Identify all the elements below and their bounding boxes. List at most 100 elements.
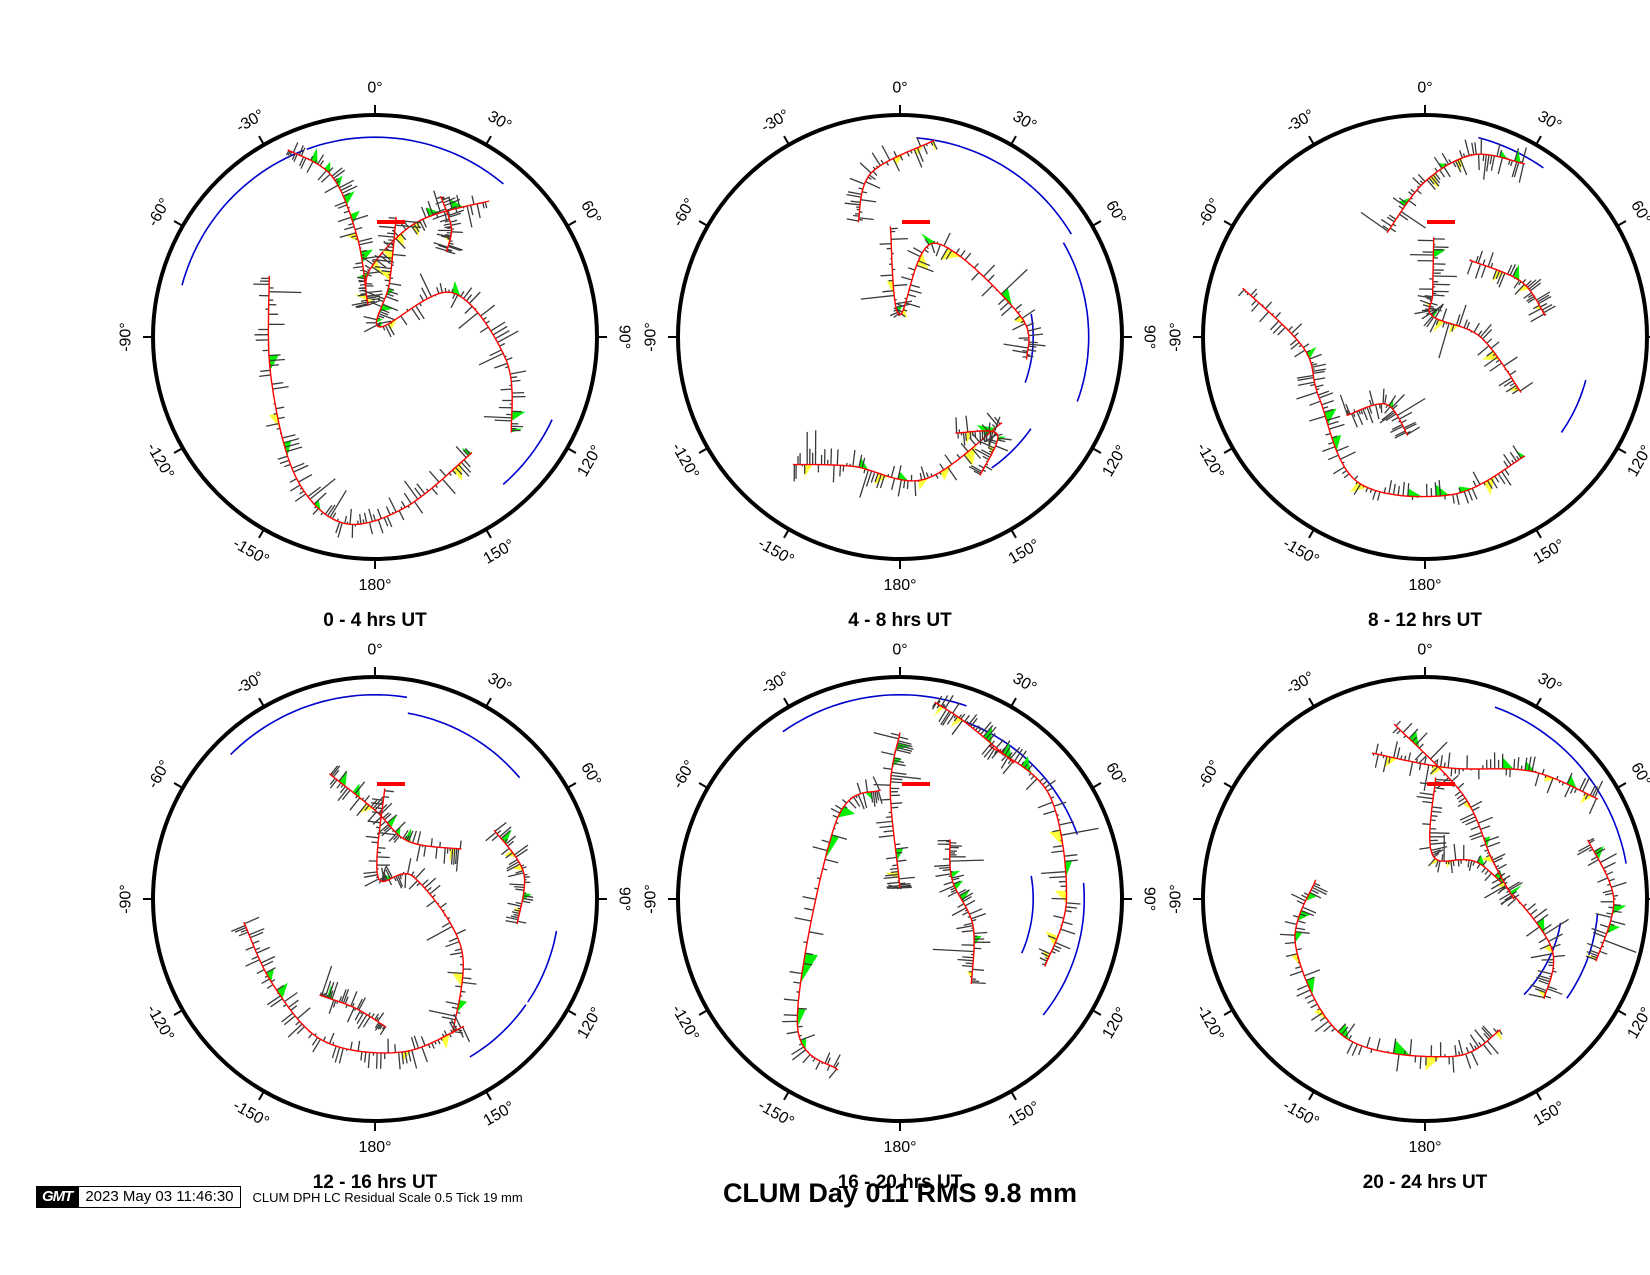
residual-stick: [1457, 859, 1460, 867]
panel-title-0: 0 - 4 hrs UT: [323, 610, 427, 631]
polar-panel-0: 0°30°60°90°120°150°180°-150°-120°-90°-60…: [118, 80, 633, 594]
residual-stick: [1378, 403, 1381, 409]
residual-stick: [433, 241, 449, 248]
azimuth-label: 60°: [1102, 198, 1129, 227]
residual-stick: [1327, 420, 1339, 426]
azimuth-label: -60°: [1195, 758, 1225, 792]
low-elevation-arc: [1020, 875, 1035, 954]
residual-stick: [1459, 813, 1475, 821]
residual-fill: [1021, 756, 1031, 774]
residual-stick: [411, 1050, 418, 1069]
residual-stick: [897, 740, 912, 745]
residual-stick: [1042, 780, 1048, 786]
residual-stick: [932, 702, 936, 708]
azimuth-label: 30°: [1535, 108, 1564, 135]
residual-stick: [1392, 197, 1406, 207]
residual-stick: [296, 1026, 305, 1035]
residual-stick: [1509, 264, 1516, 276]
residual-stick: [1326, 415, 1341, 422]
low-elevation-arc: [991, 428, 1032, 469]
residual-stick: [930, 243, 936, 254]
residual-stick: [515, 869, 524, 874]
residual-fill: [1483, 836, 1491, 848]
residual-stick: [986, 439, 997, 445]
residual-stick: [392, 253, 406, 257]
residual-stick: [320, 965, 333, 997]
residual-stick: [934, 864, 951, 867]
residual-stick: [965, 962, 974, 965]
residual-stick: [1588, 839, 1595, 844]
residual-stick: [426, 925, 453, 941]
residual-stick: [309, 478, 336, 500]
residual-stick: [1396, 747, 1401, 759]
residual-stick: [306, 161, 314, 173]
residual-stick: [896, 744, 914, 750]
residual-stick: [402, 830, 409, 839]
residual-stick: [1417, 294, 1433, 299]
residual-stick: [1356, 411, 1364, 426]
residual-stick: [364, 264, 371, 270]
residual-stick: [896, 859, 907, 862]
residual-stick: [379, 1026, 387, 1036]
residual-fill: [916, 252, 929, 270]
azimuth-tick: [698, 1009, 709, 1016]
residual-stick: [1001, 740, 1011, 754]
residual-stick: [1419, 1056, 1422, 1069]
residual-stick: [372, 816, 382, 825]
residual-stick: [332, 1000, 337, 1008]
residual-stick: [388, 497, 397, 513]
residual-stick: [1310, 1003, 1318, 1009]
residual-stick: [844, 202, 861, 206]
residual-stick: [510, 376, 518, 379]
azimuth-tick: [783, 1090, 790, 1101]
residual-stick: [1486, 1040, 1499, 1055]
residual-stick: [1430, 842, 1447, 845]
residual-stick: [1474, 263, 1482, 279]
residual-stick: [1304, 994, 1313, 999]
residual-stick: [443, 1030, 448, 1036]
residual-stick: [500, 388, 512, 391]
residual-stick: [876, 791, 880, 801]
residual-stick: [890, 465, 896, 478]
residual-stick: [1430, 175, 1440, 187]
residual-stick: [379, 1024, 384, 1030]
residual-stick: [506, 861, 520, 870]
residual-stick: [1426, 316, 1435, 328]
azimuth-label: 120°: [1624, 443, 1650, 480]
residual-stick: [1452, 860, 1455, 867]
residual-stick: [1426, 297, 1433, 301]
azimuth-label: 180°: [1408, 1139, 1441, 1156]
residual-stick: [1509, 382, 1516, 387]
residual-stick: [377, 321, 381, 327]
residual-stick: [407, 1050, 412, 1062]
residual-stick: [265, 967, 276, 974]
residual-stick: [1297, 381, 1315, 387]
residual-stick: [438, 244, 448, 249]
residual-stick: [332, 769, 340, 778]
residual-stick: [365, 835, 379, 839]
satellite-track: [440, 195, 453, 253]
residual-stick: [862, 792, 868, 809]
residual-stick: [1331, 1027, 1336, 1032]
residual-stick: [492, 325, 508, 336]
residual-stick: [430, 838, 433, 847]
residual-stick: [436, 233, 451, 238]
residual-stick: [1403, 421, 1416, 429]
residual-stick: [363, 874, 378, 878]
residual-stick: [1402, 722, 1413, 734]
residual-stick: [374, 1022, 380, 1029]
residual-fill: [886, 280, 895, 296]
residual-stick: [485, 320, 490, 324]
residual-stick: [394, 821, 406, 833]
residual-stick: [1455, 314, 1461, 326]
residual-stick: [363, 315, 377, 321]
residual-stick: [971, 447, 981, 459]
residual-fill: [1543, 775, 1557, 782]
residual-stick: [1396, 1054, 1400, 1072]
satellite-track: [376, 788, 465, 1034]
azimuth-tick: [1223, 447, 1234, 454]
residual-stick: [374, 800, 384, 811]
residual-stick: [1495, 270, 1501, 280]
residual-stick: [1471, 488, 1478, 500]
residual-stick: [1391, 416, 1399, 422]
